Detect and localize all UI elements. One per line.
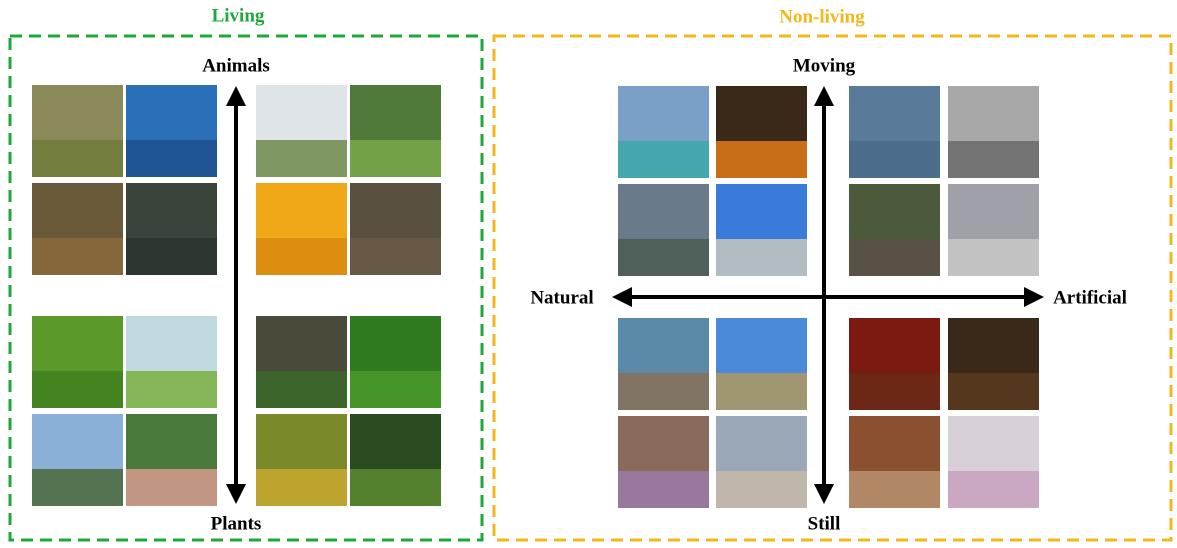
image-tile-shade — [618, 471, 709, 508]
axis-label: Still — [808, 513, 841, 534]
image-tile-shade — [32, 469, 123, 506]
image-tile-shade — [948, 471, 1039, 508]
image-tile-shade — [948, 239, 1039, 276]
image-tile-shade — [126, 140, 217, 177]
image-tile-shade — [849, 471, 940, 508]
image-tile-shade — [256, 469, 347, 506]
image-tile-shade — [350, 371, 441, 408]
image-tile-shade — [849, 141, 940, 178]
group-title: Living — [212, 5, 265, 26]
axis-label: Artificial — [1053, 287, 1127, 308]
image-tile-shade — [32, 371, 123, 408]
axis-label: Natural — [530, 287, 593, 308]
image-tile-shade — [716, 471, 807, 508]
image-tile-shade — [618, 373, 709, 410]
image-tile-shade — [32, 140, 123, 177]
image-tile-shade — [948, 141, 1039, 178]
image-tile-shade — [716, 141, 807, 178]
axis-label: Moving — [793, 55, 856, 76]
image-tiles — [32, 85, 1039, 508]
image-tile-shade — [32, 238, 123, 275]
image-tile-shade — [716, 373, 807, 410]
living-box — [8, 34, 484, 542]
image-tile-shade — [849, 239, 940, 276]
image-tile-shade — [716, 239, 807, 276]
image-tile-shade — [350, 140, 441, 177]
image-tile-shade — [256, 140, 347, 177]
axis-label: Animals — [202, 55, 270, 76]
axis-label: Plants — [211, 513, 262, 534]
image-tile-shade — [256, 371, 347, 408]
image-tile-shade — [849, 373, 940, 410]
image-tile-shade — [948, 373, 1039, 410]
image-tile-shade — [126, 469, 217, 506]
image-tile-shade — [256, 238, 347, 275]
image-tile-shade — [618, 239, 709, 276]
image-tile-shade — [126, 238, 217, 275]
image-tile-shade — [350, 469, 441, 506]
nonliving-box — [492, 34, 1173, 542]
image-tile-shade — [126, 371, 217, 408]
group-title: Non-living — [779, 6, 865, 27]
image-tile-shade — [618, 141, 709, 178]
image-tile-shade — [350, 238, 441, 275]
